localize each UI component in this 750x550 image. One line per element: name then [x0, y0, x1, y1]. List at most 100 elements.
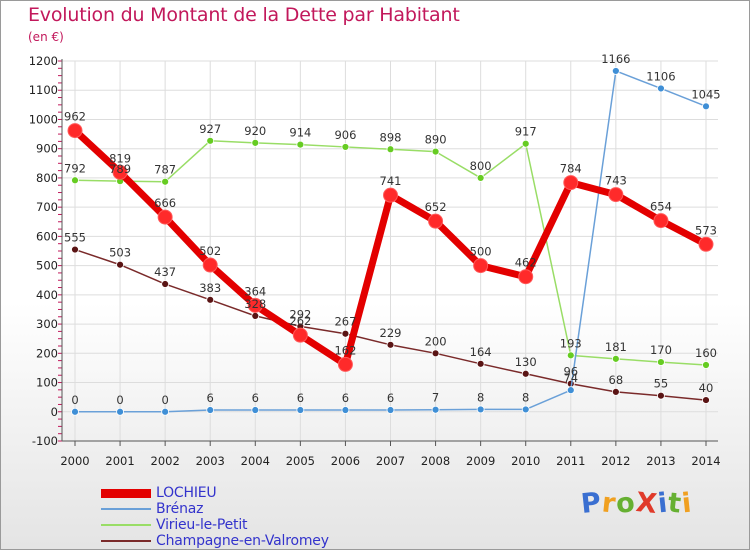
- data-point: [116, 260, 124, 269]
- x-tick-label: 2006: [331, 454, 360, 468]
- data-point: [386, 145, 395, 154]
- data-label: 7: [432, 391, 439, 405]
- series-1: [71, 67, 710, 416]
- data-label: 819: [109, 151, 131, 165]
- data-label: 500: [470, 245, 492, 259]
- data-label: 170: [650, 343, 672, 357]
- data-label: 927: [199, 122, 221, 136]
- x-tick-label: 2008: [421, 454, 450, 468]
- data-label: 200: [425, 334, 447, 348]
- data-point: [251, 311, 260, 320]
- data-point: [521, 405, 530, 414]
- x-tick-label: 2007: [376, 454, 405, 468]
- data-label: 193: [560, 336, 582, 350]
- x-tick-label: 2001: [105, 454, 134, 468]
- data-label: 962: [64, 110, 86, 124]
- series-2: [71, 136, 710, 369]
- data-point: [71, 245, 79, 254]
- data-label: 364: [244, 284, 266, 298]
- data-point: [386, 406, 395, 414]
- data-label: 503: [109, 246, 131, 260]
- data-point: [563, 175, 579, 191]
- legend-label: Virieu-le-Petit: [156, 517, 248, 533]
- data-label: 130: [515, 355, 537, 369]
- data-label: 0: [71, 393, 78, 407]
- data-point: [202, 257, 218, 273]
- data-label: 68: [609, 373, 624, 387]
- x-tick-label: 2014: [691, 454, 720, 468]
- data-point: [566, 351, 575, 360]
- legend-label: LOCHIEU: [156, 485, 217, 501]
- data-point: [611, 67, 620, 75]
- data-point: [247, 297, 263, 313]
- data-label: 1045: [691, 87, 720, 101]
- data-label: 437: [154, 265, 176, 279]
- y-tick-label: 600: [36, 229, 58, 243]
- data-point: [657, 84, 665, 93]
- series-0: [67, 123, 714, 372]
- data-label: 55: [654, 377, 669, 391]
- data-label: 787: [154, 163, 176, 177]
- y-tick-label: 100: [36, 376, 58, 390]
- x-tick-label: 2004: [241, 454, 270, 468]
- legend-swatch: [101, 508, 151, 510]
- legend-label: Brénaz: [156, 501, 204, 517]
- data-label: 890: [425, 133, 447, 147]
- data-point: [657, 358, 665, 366]
- data-label: 741: [380, 174, 402, 188]
- data-label: 920: [244, 124, 266, 138]
- data-point: [698, 236, 714, 252]
- x-tick-label: 2005: [286, 454, 315, 468]
- y-tick-label: 1200: [29, 54, 58, 68]
- data-label: 6: [252, 391, 259, 405]
- data-label: 262: [289, 314, 311, 328]
- data-point: [566, 386, 575, 395]
- legend-label: Champagne-en-Valromey: [156, 533, 329, 549]
- data-label: 8: [477, 390, 484, 404]
- data-point: [341, 329, 350, 338]
- data-label: 0: [161, 393, 168, 407]
- data-point: [206, 136, 215, 145]
- data-point: [653, 213, 669, 229]
- data-label: 267: [334, 315, 356, 329]
- legend-swatch: [101, 540, 151, 542]
- data-point: [71, 407, 79, 416]
- data-point: [476, 174, 485, 182]
- y-tick-label: 800: [36, 171, 58, 185]
- data-point: [476, 359, 485, 368]
- data-label: 573: [695, 223, 717, 237]
- x-tick-label: 2010: [511, 454, 540, 468]
- proxiti-logo: ProXiti: [579, 487, 693, 520]
- data-point: [521, 369, 530, 378]
- y-tick-label: 1000: [29, 112, 58, 126]
- data-point: [292, 327, 308, 343]
- data-label: 292: [289, 307, 311, 321]
- y-tick-label: 700: [36, 200, 58, 214]
- data-label: 502: [199, 244, 221, 258]
- data-label: 743: [605, 174, 627, 188]
- data-point: [657, 391, 665, 400]
- data-point: [702, 396, 710, 404]
- data-point: [611, 354, 620, 363]
- data-point: [337, 356, 353, 372]
- x-tick-label: 2011: [556, 454, 585, 468]
- legend-item: Virieu-le-Petit: [101, 517, 329, 533]
- y-tick-label: 400: [36, 288, 58, 302]
- data-label: 654: [650, 200, 672, 214]
- data-point: [611, 387, 620, 396]
- data-point: [157, 209, 173, 225]
- data-label: 6: [297, 391, 304, 405]
- data-point: [521, 139, 530, 148]
- data-point: [161, 407, 170, 416]
- data-label: 917: [515, 125, 537, 139]
- data-point: [251, 406, 260, 414]
- data-label: 789: [109, 162, 131, 176]
- data-label: 328: [244, 297, 266, 311]
- y-tick-label: 1100: [29, 83, 58, 97]
- legend: LOCHIEU Brénaz Virieu-le-Petit Champagne-en…: [101, 485, 329, 549]
- data-point: [116, 407, 124, 416]
- data-label: 906: [334, 128, 356, 142]
